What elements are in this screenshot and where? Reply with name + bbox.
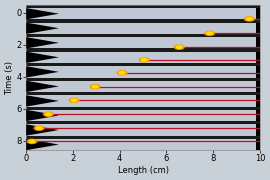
Polygon shape xyxy=(26,139,59,150)
Bar xyxy=(26,8,260,19)
Polygon shape xyxy=(26,110,59,121)
X-axis label: Length (cm): Length (cm) xyxy=(117,166,168,175)
Bar xyxy=(26,63,260,66)
Bar xyxy=(26,92,260,95)
Ellipse shape xyxy=(43,112,53,116)
Bar xyxy=(256,81,260,92)
Polygon shape xyxy=(26,52,59,63)
Bar xyxy=(26,81,260,92)
Bar xyxy=(26,124,260,136)
Bar xyxy=(26,121,260,124)
Ellipse shape xyxy=(247,18,252,20)
Bar xyxy=(26,5,260,8)
Bar xyxy=(26,110,260,121)
Ellipse shape xyxy=(27,139,37,143)
Bar xyxy=(26,136,260,139)
Bar xyxy=(26,48,260,52)
Polygon shape xyxy=(26,8,59,19)
Ellipse shape xyxy=(71,99,77,102)
Bar xyxy=(256,110,260,121)
Bar xyxy=(256,139,260,150)
Ellipse shape xyxy=(36,127,42,129)
Ellipse shape xyxy=(90,85,100,89)
Ellipse shape xyxy=(29,140,35,143)
Ellipse shape xyxy=(177,46,182,48)
Bar xyxy=(26,23,260,34)
Bar xyxy=(26,78,260,81)
Ellipse shape xyxy=(141,59,147,61)
Polygon shape xyxy=(26,37,59,48)
Ellipse shape xyxy=(207,32,212,35)
Bar xyxy=(256,95,260,107)
Polygon shape xyxy=(26,23,59,34)
Y-axis label: Time (s): Time (s) xyxy=(5,60,14,94)
Bar xyxy=(26,139,260,150)
Ellipse shape xyxy=(46,113,51,116)
Bar xyxy=(256,124,260,136)
Bar xyxy=(26,52,260,63)
Ellipse shape xyxy=(92,85,98,88)
Bar xyxy=(256,8,260,19)
Ellipse shape xyxy=(119,71,125,74)
Ellipse shape xyxy=(205,31,215,35)
Bar xyxy=(26,34,260,37)
Polygon shape xyxy=(26,66,59,78)
Bar xyxy=(26,66,260,78)
Polygon shape xyxy=(26,95,59,107)
Bar xyxy=(256,66,260,78)
Bar xyxy=(26,37,260,48)
Polygon shape xyxy=(26,124,59,136)
Bar xyxy=(256,23,260,34)
Bar xyxy=(256,37,260,48)
Polygon shape xyxy=(26,81,59,92)
Bar xyxy=(256,52,260,63)
Ellipse shape xyxy=(174,45,184,49)
Bar xyxy=(26,19,260,23)
Ellipse shape xyxy=(117,71,127,75)
Ellipse shape xyxy=(244,17,254,21)
Ellipse shape xyxy=(139,58,149,62)
Bar xyxy=(26,107,260,110)
Ellipse shape xyxy=(34,126,44,130)
Ellipse shape xyxy=(69,98,79,102)
Bar xyxy=(26,95,260,107)
